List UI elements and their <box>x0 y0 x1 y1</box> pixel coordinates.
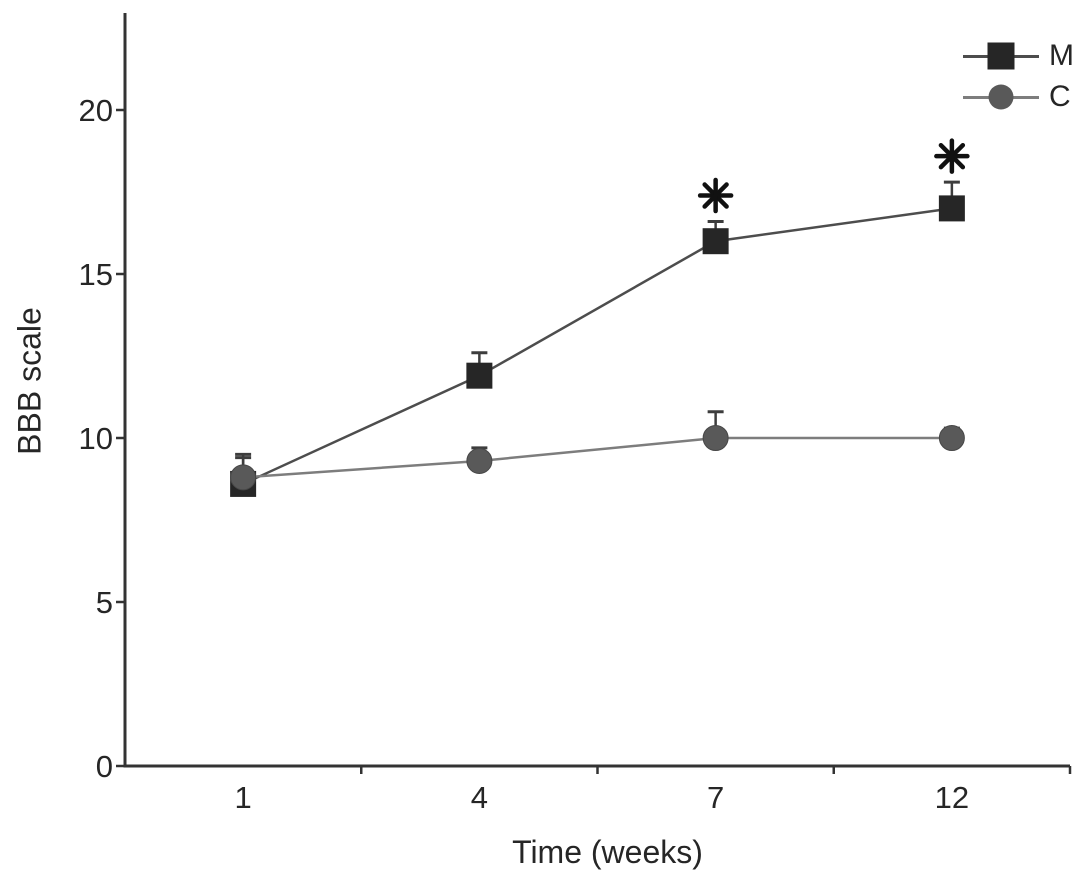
legend-marker-c <box>963 79 1039 115</box>
asterisk-spoke <box>702 182 729 209</box>
y-tick-label: 10 <box>79 421 113 456</box>
y-tick-label: 15 <box>79 257 113 292</box>
legend-item-m: M <box>963 38 1074 74</box>
series-m-marker <box>702 228 729 255</box>
series-m-marker <box>938 195 965 222</box>
series-c-line <box>243 436 952 479</box>
y-axis-title: BBB scale <box>11 307 48 455</box>
x-tick-label: 7 <box>707 780 724 815</box>
series-c-marker <box>938 425 965 451</box>
legend-label-c: C <box>1049 80 1071 113</box>
series-c-marker <box>230 464 257 491</box>
circle-marker-icon <box>988 84 1014 110</box>
x-tick-label: 4 <box>471 780 488 815</box>
square-marker-icon <box>987 42 1015 70</box>
legend-marker-m <box>963 38 1039 74</box>
series-c-marker <box>702 425 729 451</box>
significance-asterisk <box>934 138 970 174</box>
asterisk-spoke <box>938 142 966 170</box>
x-axis-title: Time (weeks) <box>512 834 703 870</box>
significance-asterisk <box>697 177 734 214</box>
series-c-marker <box>466 447 493 474</box>
y-tick-label: 20 <box>79 93 113 128</box>
legend-label-m: M <box>1049 39 1074 72</box>
y-tick-label: 5 <box>96 585 113 620</box>
x-tick-label: 12 <box>935 780 969 815</box>
x-tick-label: 1 <box>235 780 252 815</box>
legend: M C <box>963 38 1074 115</box>
y-tick-label: 0 <box>96 749 113 784</box>
series-m-marker <box>466 362 493 389</box>
series-m-line <box>242 207 953 486</box>
legend-item-c: C <box>963 79 1074 115</box>
